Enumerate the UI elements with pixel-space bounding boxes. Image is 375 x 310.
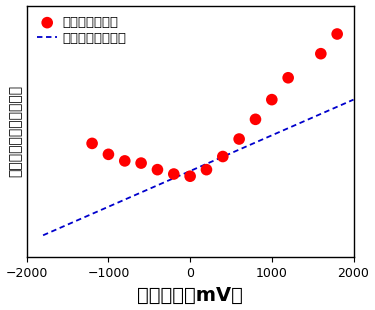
Point: [138, 161, 144, 166]
Point: [89, 141, 95, 146]
Point: [236, 136, 242, 141]
Point: [220, 154, 226, 159]
Point: [269, 97, 275, 102]
Point: [154, 167, 160, 172]
Y-axis label: 垂直磁気異方性の大きさ: 垂直磁気異方性の大きさ: [9, 85, 22, 177]
Point: [171, 171, 177, 176]
Point: [285, 75, 291, 80]
Point: [187, 174, 193, 179]
X-axis label: 印加電圧（mV）: 印加電圧（mV）: [137, 286, 243, 304]
Point: [334, 32, 340, 37]
Point: [105, 152, 111, 157]
Point: [318, 51, 324, 56]
Point: [252, 117, 258, 122]
Legend: 今回の実験結果, 従来構造の結果例: 今回の実験結果, 従来構造の結果例: [33, 12, 130, 49]
Point: [122, 158, 128, 163]
Point: [204, 167, 210, 172]
